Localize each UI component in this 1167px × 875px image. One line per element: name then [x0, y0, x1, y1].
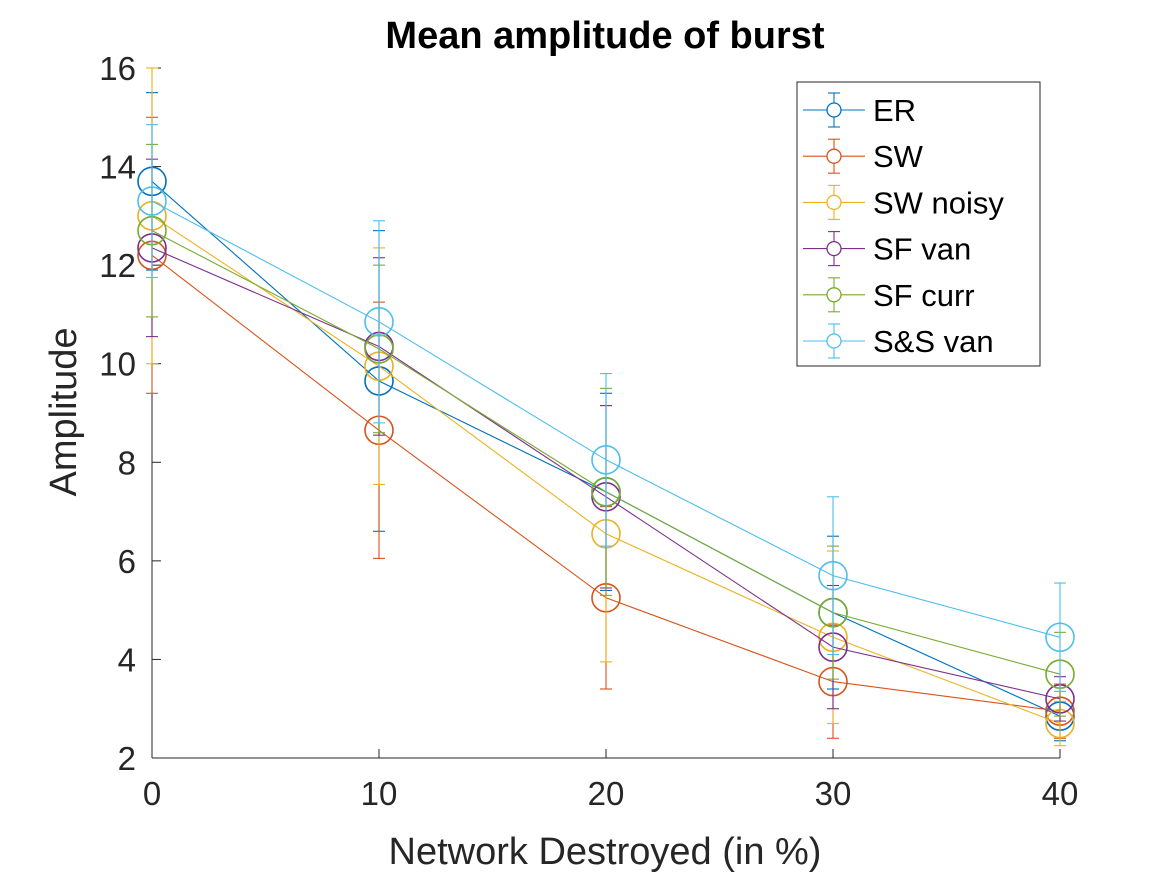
legend-marker	[826, 240, 842, 257]
legend-label: SW noisy	[873, 185, 1004, 220]
legend: ER SW SW noisy SF van SF curr S&S van	[796, 81, 1041, 367]
legend-item: ER	[803, 92, 916, 128]
error-bar	[600, 373, 612, 547]
legend-item: S&S van	[803, 323, 994, 359]
legend-label: ER	[873, 93, 916, 128]
legend-marker	[826, 148, 842, 164]
y-tick-label: 14	[99, 149, 136, 186]
data-point	[364, 307, 394, 337]
legend-item: SW noisy	[803, 184, 1004, 220]
error-bar	[373, 220, 385, 424]
error-bar	[146, 124, 158, 279]
legend-item: SF curr	[803, 277, 975, 313]
legend-box	[796, 81, 1041, 367]
legend-marker	[826, 333, 842, 349]
chart-title: Mean amplitude of burst	[385, 15, 824, 57]
y-tick-label: 6	[118, 543, 136, 580]
x-tick-label: 40	[1042, 775, 1079, 812]
y-tick-label: 10	[99, 346, 136, 383]
legend-label: S&S van	[873, 324, 994, 359]
data-point	[818, 560, 848, 591]
legend-label: SW	[873, 139, 924, 174]
legend-marker	[826, 102, 842, 118]
legend-label: SF curr	[873, 278, 975, 313]
y-tick-label: 12	[99, 247, 136, 284]
x-axis-label: Network Destroyed (in %)	[389, 831, 822, 873]
y-axis-label: Amplitude	[43, 328, 85, 497]
legend-label: SF van	[873, 232, 971, 267]
y-tick-label: 16	[99, 50, 136, 87]
error-bar	[827, 496, 839, 656]
x-tick-label: 30	[815, 775, 852, 812]
x-tick-label: 20	[588, 775, 625, 812]
x-tick-label: 0	[143, 775, 161, 812]
data-point	[1045, 622, 1075, 653]
x-tick-label: 10	[361, 775, 398, 812]
error-bar	[1054, 582, 1066, 693]
data-point	[591, 445, 621, 475]
plot-area	[137, 67, 1075, 747]
series-s-s-van	[137, 124, 1075, 693]
legend-marker	[826, 194, 842, 211]
legend-marker	[826, 287, 842, 303]
data-point	[137, 186, 167, 216]
y-tick-label: 2	[118, 740, 136, 777]
y-tick-label: 4	[118, 641, 136, 678]
legend-item: SW	[803, 138, 924, 174]
legend-item: SF van	[803, 231, 971, 267]
y-tick-label: 8	[118, 444, 136, 481]
